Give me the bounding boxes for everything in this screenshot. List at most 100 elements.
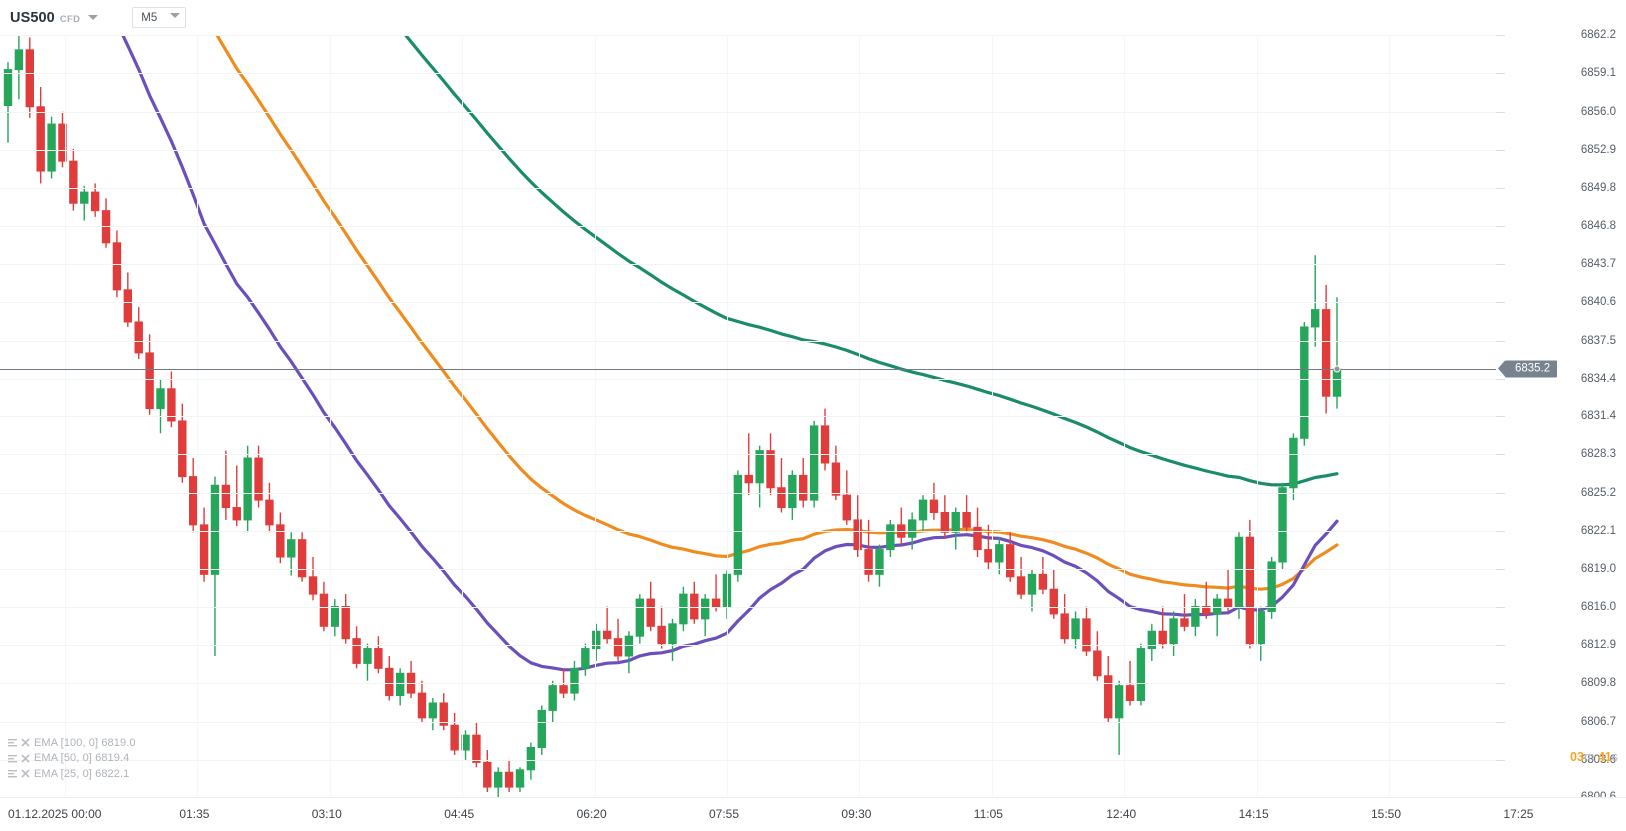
axis-tick-mark: [1496, 416, 1505, 417]
candle-body: [700, 598, 710, 620]
gridline: [0, 416, 1496, 417]
candle-body: [308, 576, 318, 595]
time-axis-tick: 03:10: [311, 807, 342, 821]
chevron-down-icon[interactable]: [170, 13, 181, 18]
chart-plot-area[interactable]: [0, 35, 1496, 797]
candle-body: [178, 420, 187, 478]
candle-body: [1158, 630, 1167, 645]
candle-body: [744, 474, 753, 484]
candle-body: [940, 511, 950, 533]
axis-tick-mark: [1496, 35, 1505, 36]
price-axis-tick: 6862.2: [1580, 29, 1616, 41]
price-axis[interactable]: 6835.2 6862.2 6859.1 6856.0 6852.9 6849.8 684…: [1496, 29, 1626, 803]
instrument-kind-label: CFD: [59, 13, 81, 25]
candle-body: [188, 476, 198, 526]
candle-body: [581, 648, 590, 669]
candle-body: [1289, 437, 1298, 489]
candle-body: [722, 573, 732, 607]
candle-body: [385, 667, 394, 697]
candle-body: [853, 519, 862, 551]
candle-body: [276, 524, 285, 558]
gridline: [0, 531, 1496, 533]
symbol-name: US500: [10, 9, 55, 26]
price-axis-tick: 6849.8: [1580, 182, 1616, 195]
price-axis-tick: 6856.0: [1580, 105, 1616, 118]
timeframe-selector[interactable]: M5: [132, 7, 187, 28]
list-item[interactable]: EMA [50, 0] 6819.4: [8, 751, 136, 767]
countdown-minutes: 03: [1570, 750, 1584, 764]
axis-tick-mark: [1496, 492, 1505, 494]
gridline: [0, 683, 1496, 685]
list-item[interactable]: EMA [100, 0] 6819.0: [8, 735, 136, 751]
candle-body: [363, 648, 372, 664]
gridline: [329, 35, 331, 797]
candle-body: [483, 761, 492, 788]
price-axis-tick: 6859.1: [1580, 67, 1616, 80]
close-icon[interactable]: [21, 754, 30, 763]
bar-countdown-timer: 03m 41s: [1570, 750, 1618, 764]
price-axis-tick: 6840.6: [1580, 296, 1616, 309]
candle-body: [548, 685, 557, 711]
axis-tick-mark: [1496, 721, 1505, 723]
price-axis-tick: 6837.5: [1580, 334, 1616, 347]
candle-body: [395, 672, 405, 697]
list-item[interactable]: EMA [25, 0] 6822.1: [8, 766, 136, 782]
candle-body: [831, 462, 841, 496]
time-axis[interactable]: 01.12.2025 00:00 01:35 03:10 04:45 06:20 07:5…: [0, 797, 1626, 831]
legend-label: EMA [50, 0] 6819.4: [34, 752, 130, 765]
candle-body: [537, 709, 546, 749]
gridline: [0, 150, 1496, 152]
close-icon[interactable]: [21, 738, 30, 747]
axis-tick-mark: [1496, 340, 1505, 342]
candle-body: [1104, 675, 1113, 719]
candle-body: [3, 69, 13, 107]
candle-body: [1082, 618, 1091, 652]
candle-body: [635, 598, 645, 637]
candle-body: [1278, 487, 1287, 563]
countdown-seconds-unit: s: [1611, 750, 1618, 764]
price-axis-tick: 6803.6: [1580, 753, 1616, 766]
symbol-selector[interactable]: US500 CFD: [0, 9, 99, 26]
candle-body: [374, 648, 383, 669]
settings-lines-icon[interactable]: [8, 738, 17, 747]
candle-body: [1300, 326, 1309, 439]
settings-lines-icon[interactable]: [8, 754, 17, 763]
candle-body: [1114, 685, 1124, 719]
time-axis-tick: 11:05: [973, 807, 1003, 821]
candle-body: [428, 702, 438, 719]
price-axis-tick: 6816.0: [1580, 600, 1616, 613]
candle-body: [592, 630, 601, 650]
candle-body: [1332, 368, 1342, 397]
close-icon[interactable]: [21, 769, 30, 778]
candle-body: [1234, 536, 1244, 607]
candle-body: [1125, 685, 1135, 702]
candle-body: [526, 747, 536, 771]
candle-body: [47, 123, 56, 172]
chevron-down-icon[interactable]: [88, 14, 99, 20]
candle-body: [1038, 573, 1048, 590]
candle-body: [1071, 618, 1080, 640]
settings-lines-icon[interactable]: [8, 769, 17, 778]
time-axis-tick: 12:40: [1106, 807, 1137, 821]
time-axis-tick: 15:50: [1371, 807, 1402, 821]
chart-toolbar: US500 CFD M5: [0, 0, 1626, 35]
gridline: [462, 35, 464, 797]
gridline: [0, 721, 1496, 723]
gridline: [1389, 35, 1390, 797]
gridline: [991, 35, 993, 797]
price-axis-tick: 6822.1: [1580, 525, 1616, 538]
candle-body: [319, 593, 329, 627]
candle-body: [624, 635, 634, 657]
legend-label: EMA [100, 0] 6819.0: [34, 736, 136, 749]
candle-body: [875, 549, 884, 575]
legend-label: EMA [25, 0] 6822.1: [34, 767, 130, 780]
axis-tick-mark: [1496, 454, 1505, 456]
candle-body: [962, 511, 971, 528]
axis-tick-mark: [1496, 606, 1505, 608]
axis-tick-mark: [1496, 188, 1505, 190]
candle-body: [1093, 650, 1102, 677]
candle-body: [297, 539, 307, 578]
candle-body: [1223, 598, 1233, 608]
candle-body: [461, 734, 470, 751]
